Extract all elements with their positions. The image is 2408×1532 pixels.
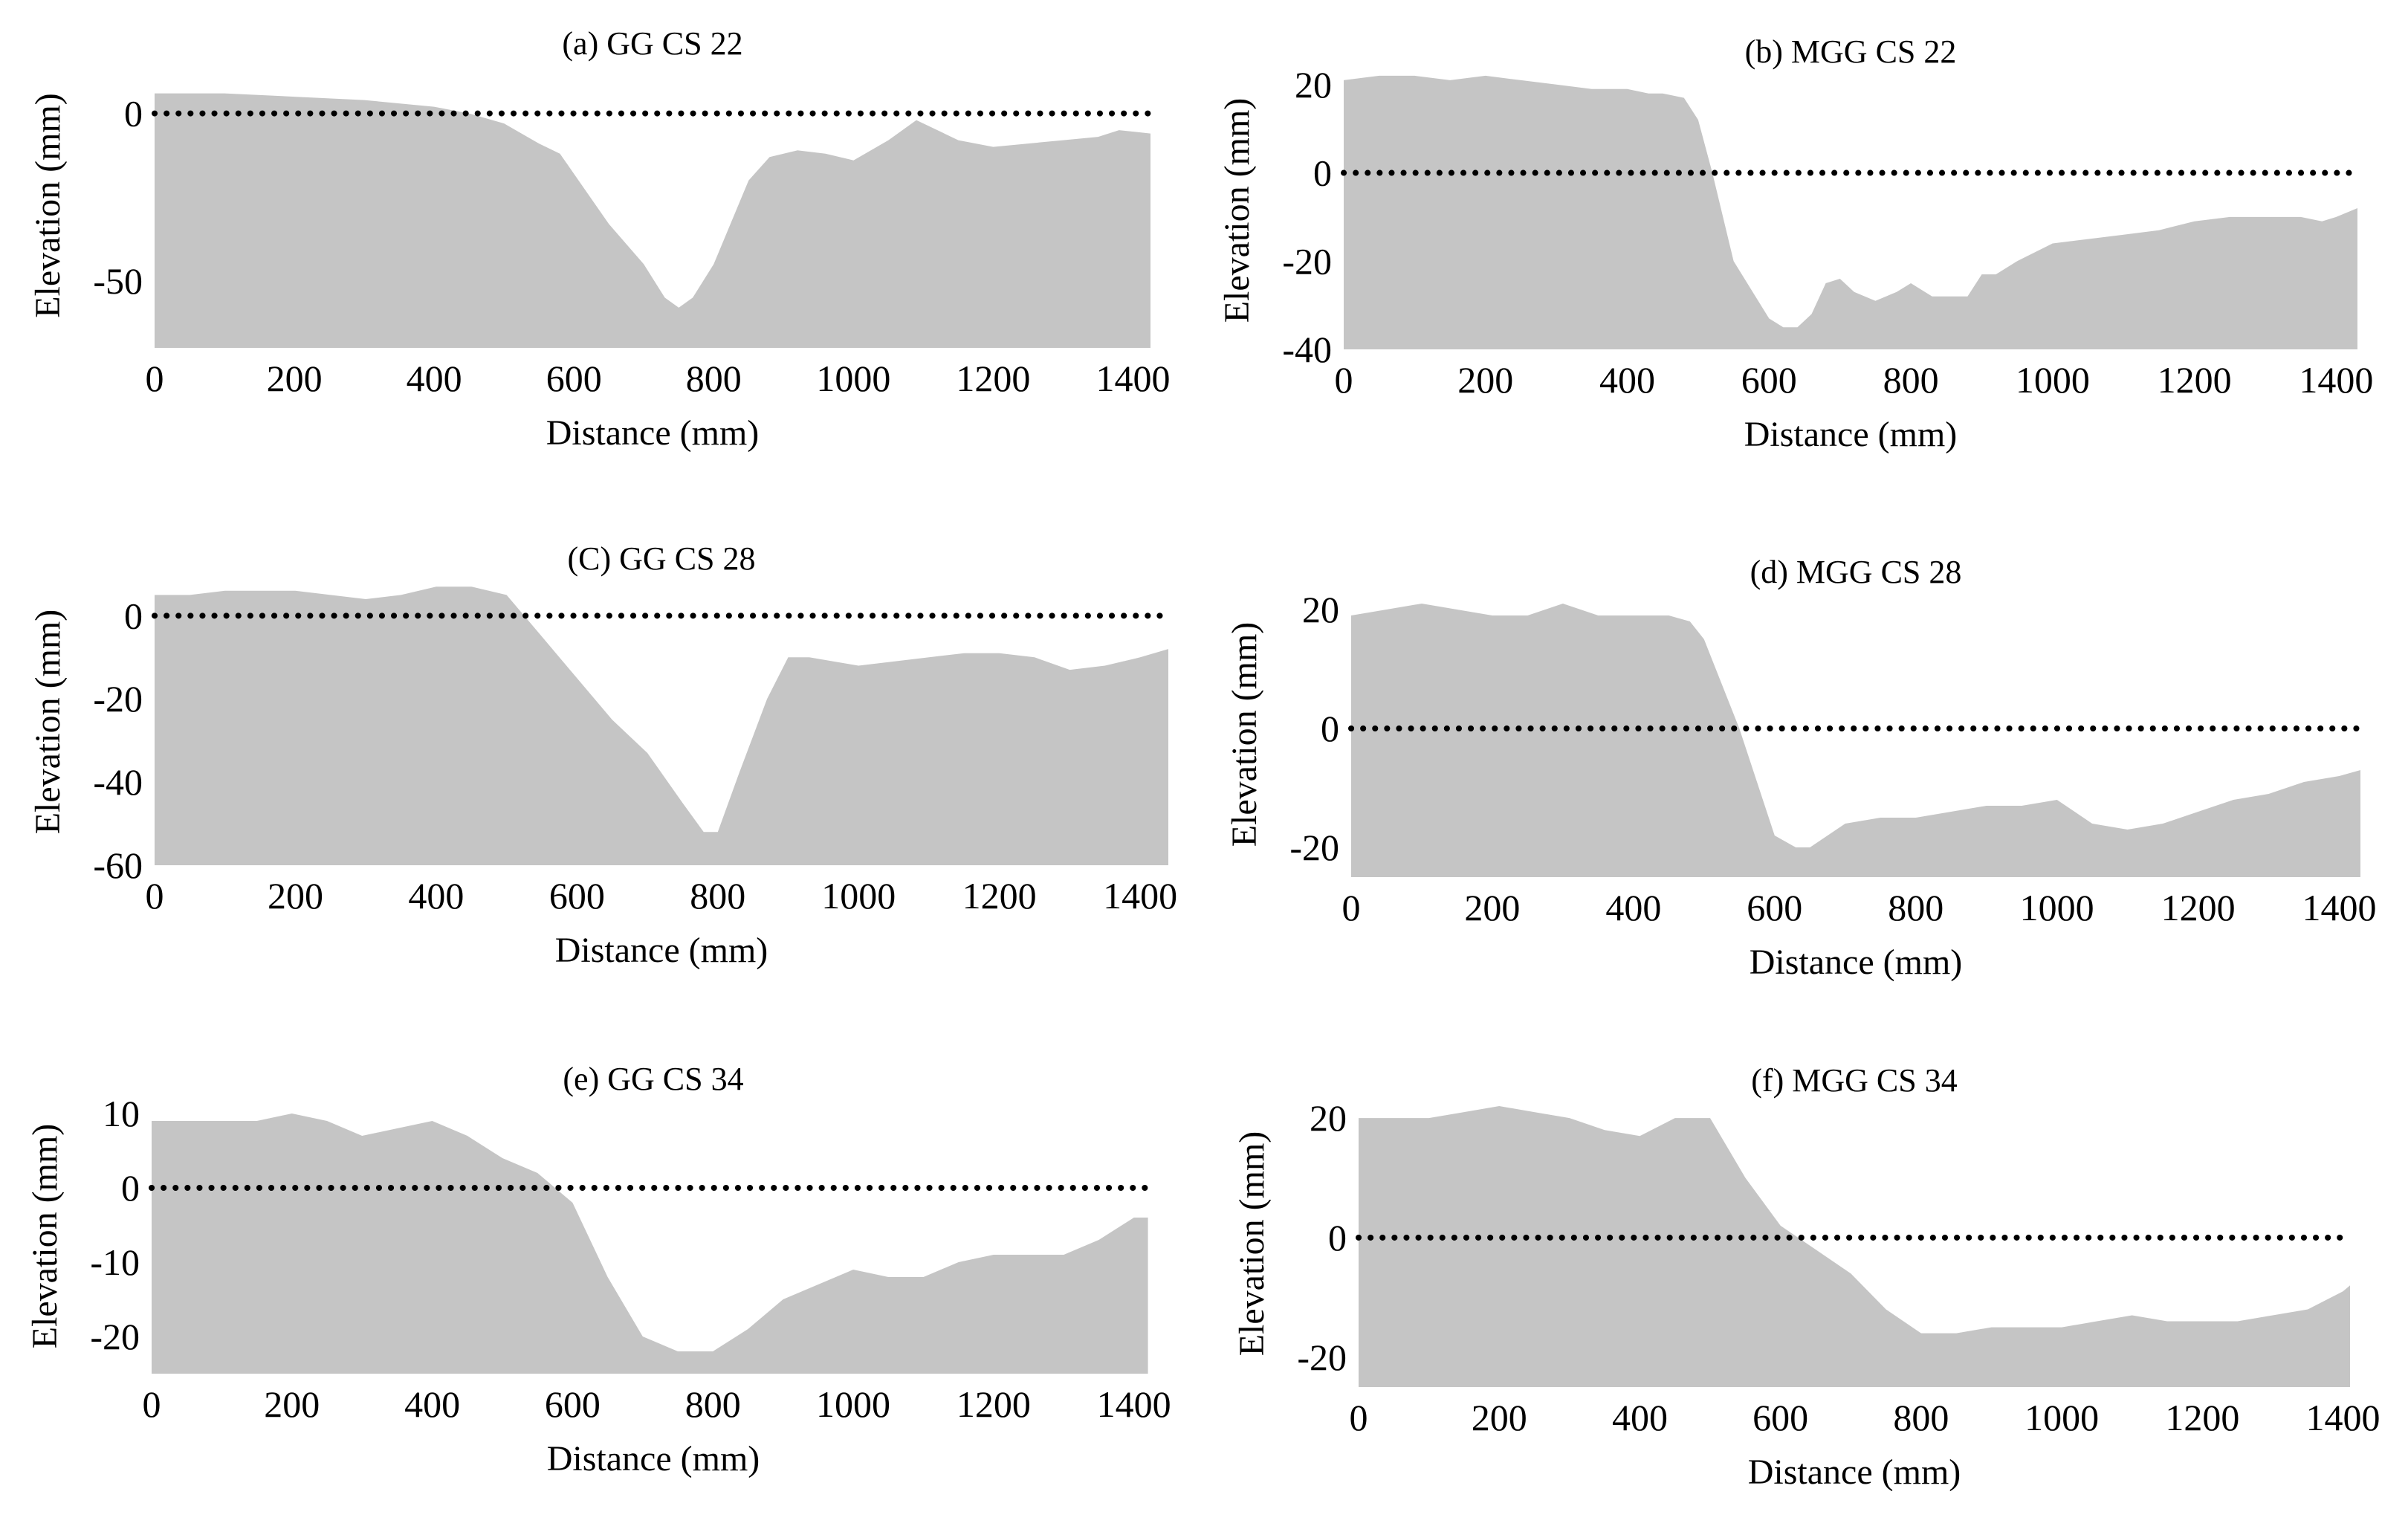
y-tick-label: -50: [93, 260, 143, 302]
x-tick-label: 1400: [2302, 887, 2377, 928]
y-axis-title: Elevation (mm): [25, 1124, 65, 1349]
x-tick-label: 1000: [2025, 1397, 2099, 1438]
y-tick-label: -40: [93, 761, 143, 803]
x-tick-label: 1000: [2016, 359, 2090, 401]
x-tick-label: 600: [1752, 1397, 1808, 1438]
x-tick-label: 200: [1464, 887, 1520, 928]
x-tick-label: 1400: [2299, 359, 2373, 401]
y-axis-title: Elevation (mm): [28, 610, 68, 835]
x-tick-label: 1200: [2161, 887, 2236, 928]
y-tick-label: 0: [1328, 1217, 1347, 1258]
x-axis-title: Distance (mm): [1748, 1452, 1961, 1492]
elevation-profile-area: [152, 1114, 1148, 1374]
y-tick-label: 0: [1313, 152, 1332, 194]
x-tick-label: 600: [1747, 887, 1802, 928]
x-tick-label: 0: [146, 875, 164, 917]
x-tick-label: 400: [408, 875, 464, 917]
y-tick-label: 0: [124, 595, 143, 636]
y-tick-label: -40: [1282, 329, 1332, 370]
x-tick-label: 800: [690, 875, 745, 917]
elevation-profile-area: [1344, 75, 2357, 350]
chart-panel-3: 0 200 400 600 800 1000 1200 1400 0 -20 -40 -60 (C) G…: [28, 540, 1177, 970]
x-tick-label: 400: [407, 358, 462, 399]
y-tick-label: -20: [1297, 1337, 1347, 1378]
x-tick-label: 1200: [2165, 1397, 2239, 1438]
y-axis-title: Elevation (mm): [1232, 1131, 1272, 1357]
y-tick-label: -60: [93, 844, 143, 886]
x-tick-label: 1000: [816, 1383, 890, 1425]
x-tick-label: 600: [545, 1383, 601, 1425]
x-tick-label: 600: [546, 358, 602, 399]
x-tick-label: 0: [1335, 359, 1353, 401]
y-tick-label: 0: [124, 93, 143, 135]
x-tick-label: 800: [1883, 359, 1939, 401]
elevation-profile-area: [155, 586, 1168, 865]
x-tick-label: 1200: [957, 1383, 1031, 1425]
x-tick-label: 0: [146, 358, 164, 399]
x-axis-title: Distance (mm): [546, 413, 760, 453]
x-tick-label: 200: [267, 358, 323, 399]
y-tick-label: 20: [1295, 64, 1332, 106]
panel-title: (d) MGG CS 28: [1750, 554, 1962, 590]
panel-title: (a) GG CS 22: [562, 25, 742, 62]
y-tick-label: -20: [93, 678, 143, 720]
x-tick-label: 600: [1741, 359, 1797, 401]
x-tick-label: 0: [1342, 887, 1361, 928]
x-tick-label: 1400: [1103, 875, 1177, 917]
y-tick-label: 0: [121, 1167, 140, 1209]
y-axis-title: Elevation (mm): [1217, 98, 1257, 323]
y-tick-label: 0: [1321, 708, 1339, 749]
panel-title: (C) GG CS 28: [567, 540, 755, 577]
chart-panel-5: 0 200 400 600 800 1000 1200 1400 10 0 -10 -20 (e) GG…: [25, 1061, 1171, 1478]
x-tick-label: 400: [1612, 1397, 1668, 1438]
x-tick-label: 0: [143, 1383, 161, 1425]
x-axis-title: Distance (mm): [547, 1439, 760, 1478]
y-tick-label: -10: [90, 1241, 140, 1283]
x-tick-label: 1400: [1095, 358, 1170, 399]
x-tick-label: 800: [1893, 1397, 1949, 1438]
x-tick-label: 200: [264, 1383, 320, 1425]
x-tick-label: 400: [404, 1383, 460, 1425]
x-tick-label: 200: [1457, 359, 1513, 401]
y-axis-title: Elevation (mm): [1225, 622, 1264, 847]
elevation-profile-area: [155, 93, 1150, 348]
y-axis-title: Elevation (mm): [28, 93, 68, 318]
x-tick-label: 1400: [2306, 1397, 2381, 1438]
y-tick-label: 20: [1302, 589, 1339, 630]
elevation-profile-area: [1351, 604, 2360, 877]
y-tick-label: -20: [1289, 827, 1339, 868]
x-tick-label: 1200: [956, 358, 1030, 399]
x-tick-label: 800: [1888, 887, 1943, 928]
panel-title: (b) MGG CS 22: [1745, 33, 1957, 70]
chart-panel-1: 0 200 400 600 800 1000 1200 1400 0 -50 (a) GG CS 2…: [28, 25, 1170, 453]
x-axis-title: Distance (mm): [555, 931, 768, 970]
x-tick-label: 1400: [1097, 1383, 1171, 1425]
x-tick-label: 400: [1599, 359, 1655, 401]
y-tick-label: -20: [90, 1316, 140, 1357]
x-tick-label: 1200: [2158, 359, 2232, 401]
x-tick-label: 0: [1350, 1397, 1368, 1438]
x-tick-label: 200: [268, 875, 323, 917]
x-tick-label: 800: [685, 1383, 741, 1425]
elevation-profile-area: [1359, 1106, 2350, 1387]
panel-title: (e) GG CS 34: [563, 1061, 743, 1097]
x-tick-label: 1000: [816, 358, 890, 399]
x-tick-label: 1200: [962, 875, 1037, 917]
x-tick-label: 800: [686, 358, 742, 399]
x-tick-label: 1000: [821, 875, 896, 917]
x-axis-title: Distance (mm): [1744, 415, 1958, 454]
x-tick-label: 200: [1472, 1397, 1527, 1438]
x-axis-title: Distance (mm): [1750, 943, 1963, 982]
panel-title: (f) MGG CS 34: [1751, 1062, 1957, 1099]
x-tick-label: 600: [549, 875, 605, 917]
x-tick-label: 1000: [2020, 887, 2094, 928]
y-tick-label: -20: [1282, 240, 1332, 282]
x-tick-label: 400: [1605, 887, 1661, 928]
y-tick-label: 20: [1310, 1097, 1347, 1139]
y-tick-label: 10: [103, 1093, 140, 1134]
